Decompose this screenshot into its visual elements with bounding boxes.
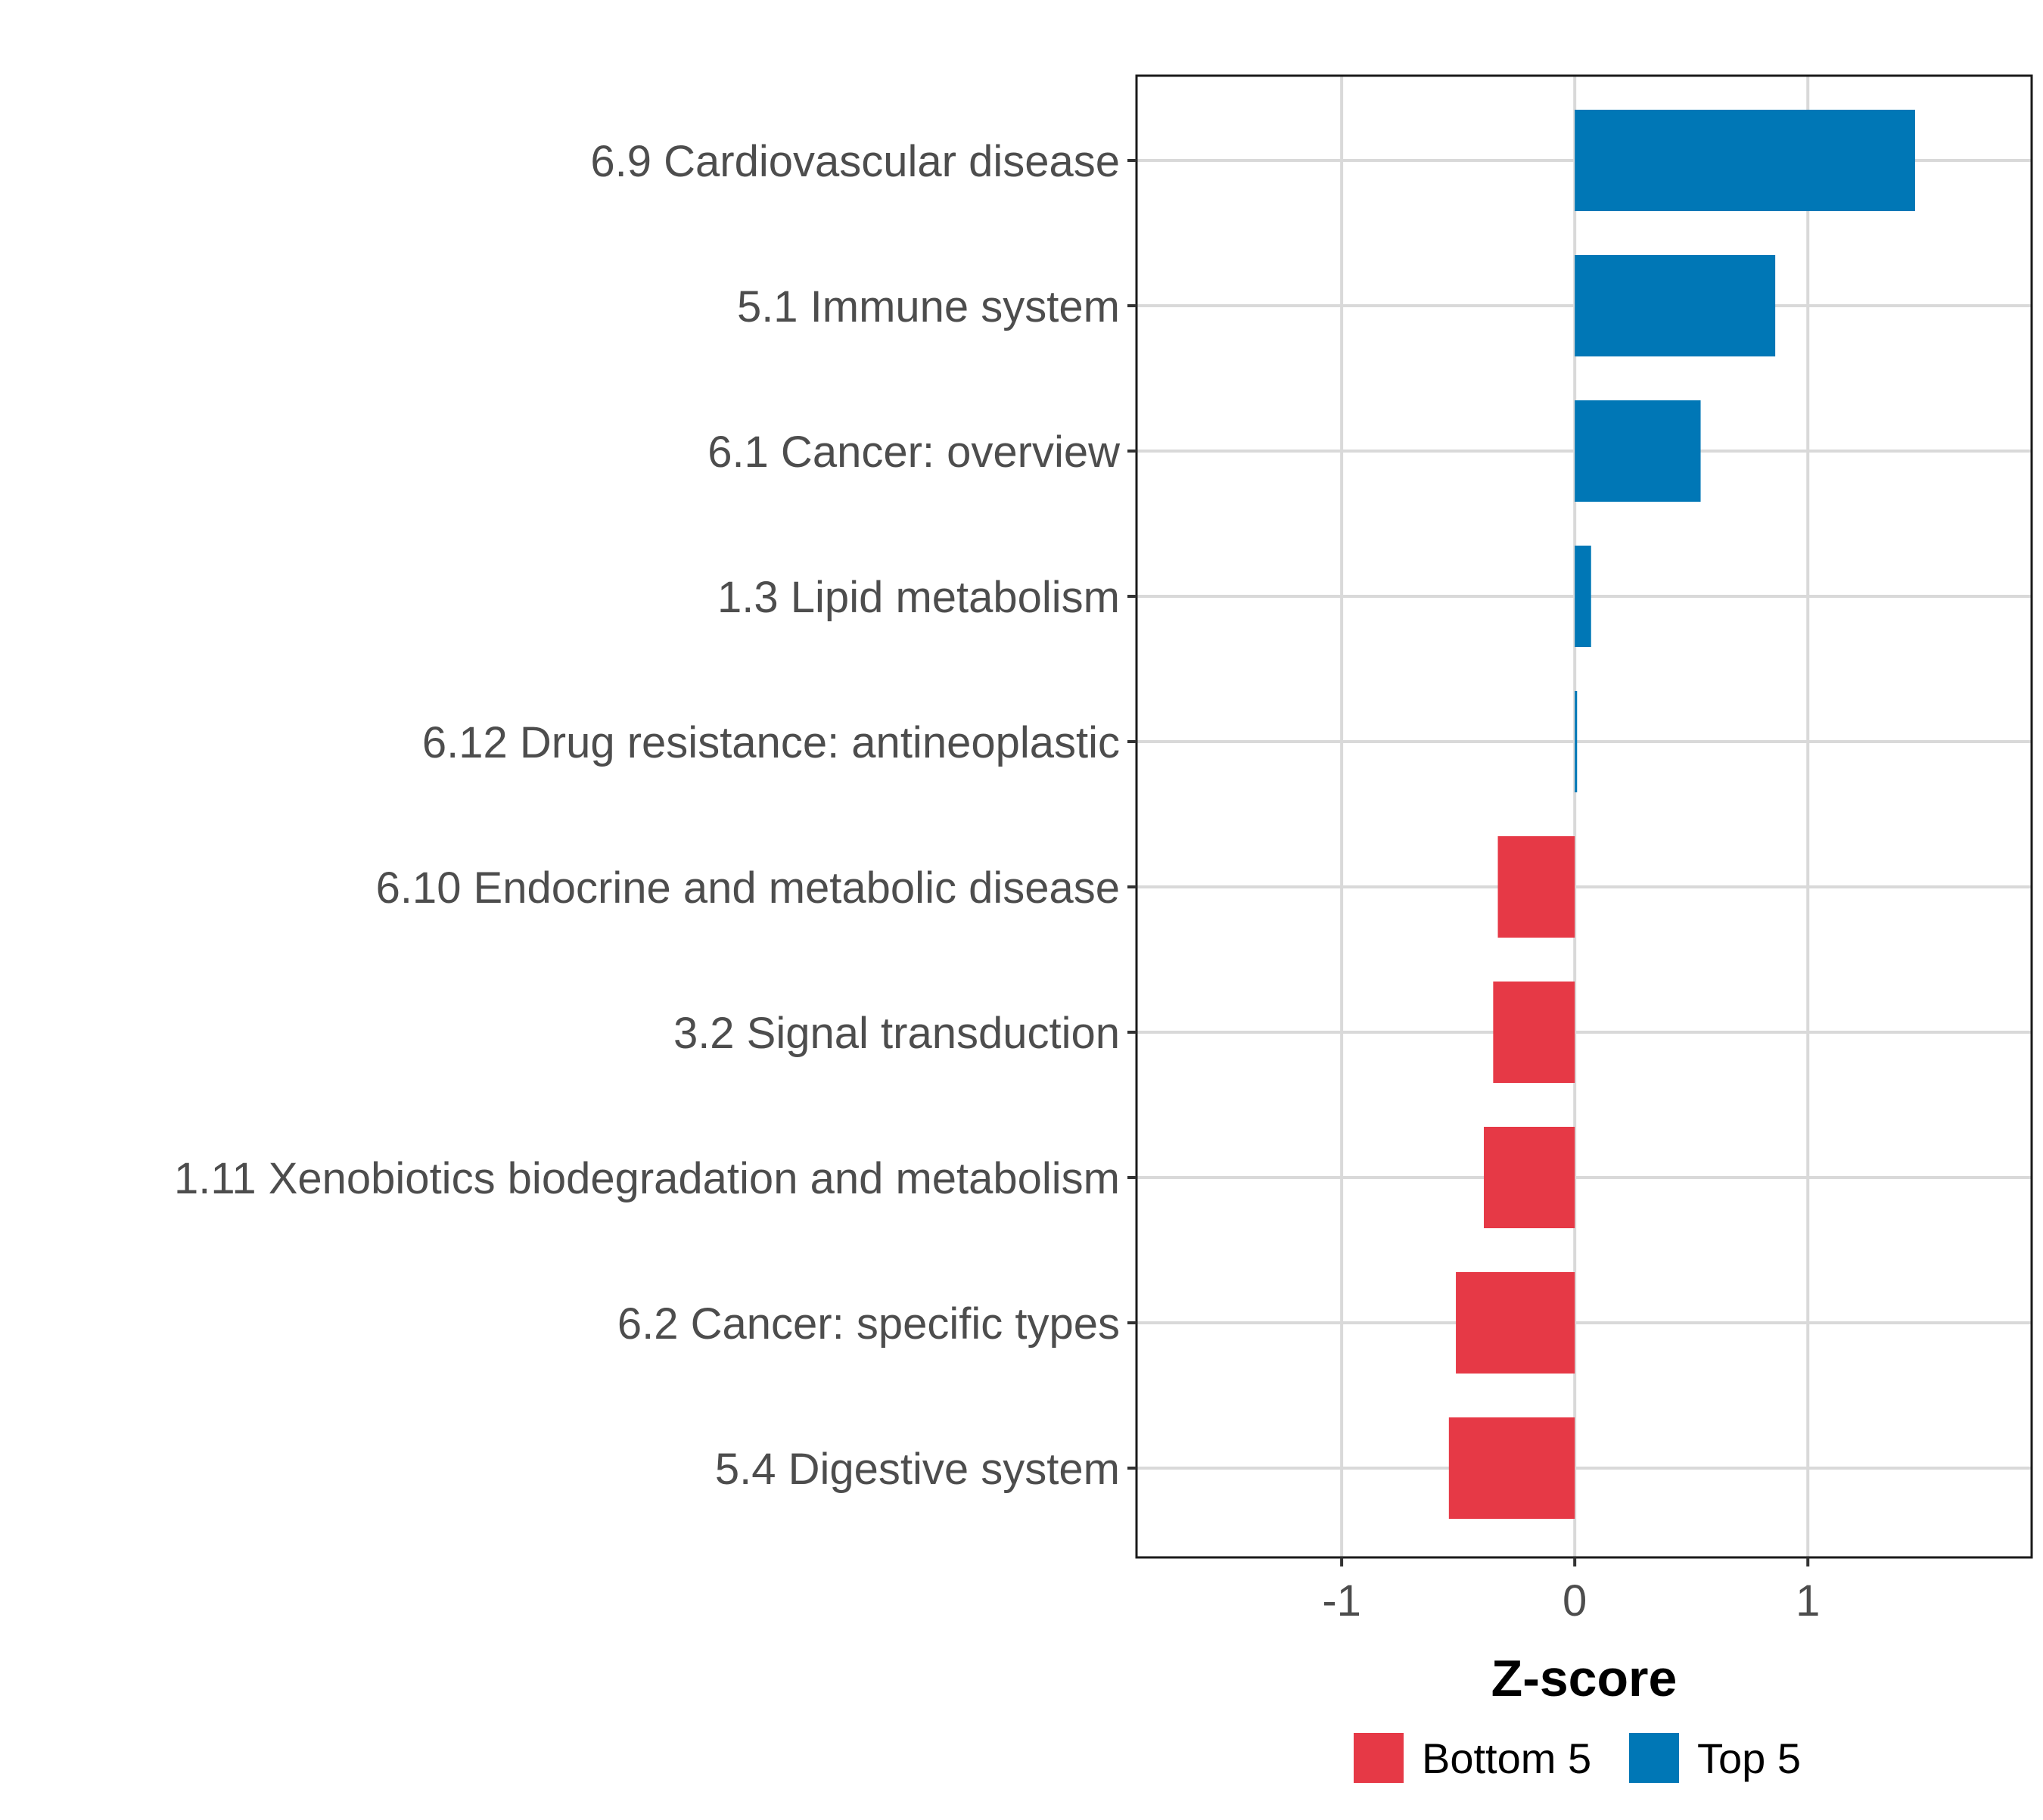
category-label: 6.9 Cardiovascular disease xyxy=(590,137,1120,186)
x-tick-label: -1 xyxy=(1322,1576,1361,1626)
legend-swatch xyxy=(1354,1733,1404,1783)
category-label: 6.10 Endocrine and metabolic disease xyxy=(376,863,1120,913)
bar xyxy=(1575,110,1915,211)
legend-label: Top 5 xyxy=(1697,1734,1801,1782)
bar xyxy=(1456,1272,1575,1374)
bar xyxy=(1575,400,1701,502)
bar xyxy=(1575,255,1776,356)
legend-entry: Top 5 xyxy=(1629,1733,1801,1783)
bar xyxy=(1497,836,1575,938)
plot-panel-border xyxy=(1135,74,2033,1559)
category-label: 5.1 Immune system xyxy=(737,282,1120,331)
bar xyxy=(1575,546,1591,647)
x-tick-label: 1 xyxy=(1796,1576,1820,1626)
bars xyxy=(1448,110,1915,1519)
axes: 6.9 Cardiovascular disease 5.1 Immune sys… xyxy=(174,137,1820,1626)
bar xyxy=(1493,982,1575,1083)
bar xyxy=(1484,1127,1575,1228)
legend-entry: Bottom 5 xyxy=(1354,1733,1591,1783)
category-label: 3.2 Signal transduction xyxy=(673,1009,1120,1058)
category-label: 6.1 Cancer: overview xyxy=(707,428,1121,477)
legend: Bottom 5 Top 5 xyxy=(1354,1733,1801,1783)
x-tick-label: 0 xyxy=(1563,1576,1587,1626)
category-label: 5.4 Digestive system xyxy=(715,1445,1120,1494)
x-axis-title: Z-score xyxy=(1491,1650,1678,1707)
category-label: 6.2 Cancer: specific types xyxy=(617,1299,1120,1349)
category-label: 6.12 Drug resistance: antineoplastic xyxy=(422,718,1120,767)
category-label: 1.11 Xenobiotics biodegradation and meta… xyxy=(174,1154,1120,1203)
legend-swatch xyxy=(1629,1733,1679,1783)
legend-label: Bottom 5 xyxy=(1422,1734,1591,1782)
bar xyxy=(1575,691,1578,792)
bar xyxy=(1448,1417,1575,1519)
category-label: 1.3 Lipid metabolism xyxy=(717,573,1120,622)
